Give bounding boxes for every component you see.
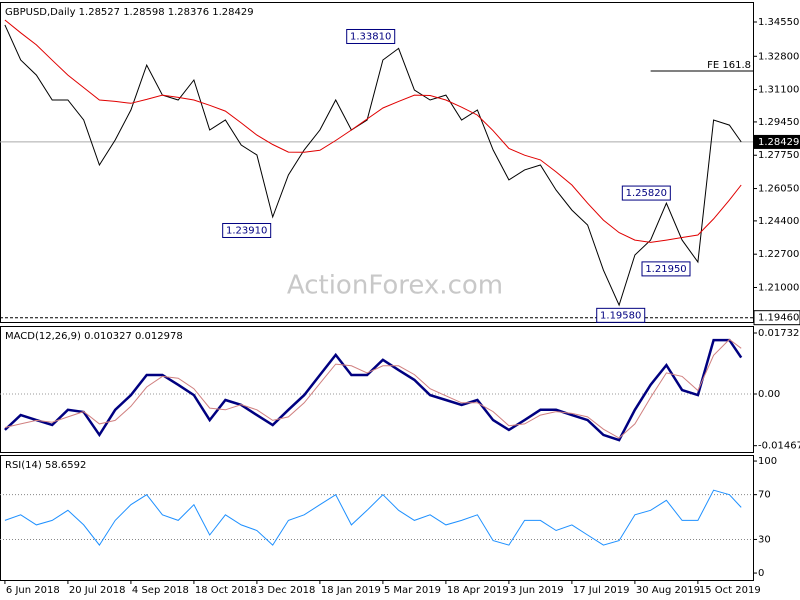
y-tick-label: 1.24400 <box>758 216 799 227</box>
y-tick-label: 1.26050 <box>758 184 799 195</box>
y-tick-label: 1.31100 <box>758 85 799 96</box>
x-tick-label: 5 Mar 2019 <box>384 585 441 596</box>
y-tick-label: 1.21000 <box>758 283 799 294</box>
panel-frame <box>0 455 754 581</box>
panel-title: GBPUSD,Daily 1.28527 1.28598 1.28376 1.2… <box>5 7 254 18</box>
panel-frame <box>0 2 754 323</box>
price-annotation-box <box>346 28 396 44</box>
y-tick-label: 1.27750 <box>758 150 799 161</box>
x-tick-label: 18 Jan 2019 <box>321 585 381 596</box>
price-annotation-label: 1.23910 <box>226 225 267 236</box>
y-tick-label: 70 <box>758 490 771 501</box>
y-tick-label: 1.32800 <box>758 51 799 62</box>
panel-title: MACD(12,26,9) 0.010327 0.012978 <box>5 331 183 342</box>
series-line <box>4 489 742 546</box>
current-price-box <box>754 134 800 149</box>
price-annotation-label: 1.19580 <box>600 310 641 321</box>
x-tick-label: 18 Oct 2018 <box>195 585 257 596</box>
x-tick-label: 4 Sep 2018 <box>132 585 189 596</box>
price-annotation-label: 1.21950 <box>645 264 686 275</box>
price-annotation-box <box>641 261 691 277</box>
x-tick-label: 18 Apr 2019 <box>447 585 509 596</box>
y-tick-label: 0.00 <box>758 389 780 400</box>
current-price-label: 1.28429 <box>758 137 799 148</box>
x-tick-label: 15 Oct 2019 <box>699 585 761 596</box>
series-line <box>4 338 743 442</box>
price-annotation-box <box>621 185 671 201</box>
x-tick-label: 3 Jun 2019 <box>510 585 564 596</box>
price-annotation-label: 1.25820 <box>626 188 667 199</box>
x-tick-label: 30 Aug 2019 <box>636 585 700 596</box>
price-annotation-box <box>222 222 272 238</box>
series-line <box>4 24 742 307</box>
panel-frame <box>0 326 754 453</box>
panel-title: RSI(14) 58.6592 <box>5 460 86 471</box>
fe-label: FE 161.8 <box>707 60 751 71</box>
price-annotation-box <box>596 307 646 323</box>
price-annotation-label: 1.33810 <box>350 31 391 42</box>
y-tick-label: 1.29450 <box>758 117 799 128</box>
series-line <box>4 338 742 439</box>
support-label: 1.19460 <box>758 313 799 324</box>
watermark: ActionForex.com <box>287 271 503 301</box>
y-tick-label: 0.017323 <box>758 328 800 339</box>
x-tick-label: 6 Jun 2018 <box>6 585 60 596</box>
series-line <box>4 19 742 243</box>
x-tick-label: 17 Jul 2019 <box>573 585 630 596</box>
y-tick-label: 1.22700 <box>758 249 799 260</box>
y-tick-label: -0.014675 <box>758 441 800 452</box>
y-tick-label: 30 <box>758 534 771 545</box>
x-tick-label: 3 Dec 2018 <box>258 585 316 596</box>
y-tick-label: 0 <box>758 568 764 579</box>
y-tick-label: 1.34550 <box>758 17 799 28</box>
support-box <box>753 310 800 326</box>
x-tick-label: 20 Jul 2018 <box>69 585 126 596</box>
y-tick-label: 100 <box>758 456 777 467</box>
